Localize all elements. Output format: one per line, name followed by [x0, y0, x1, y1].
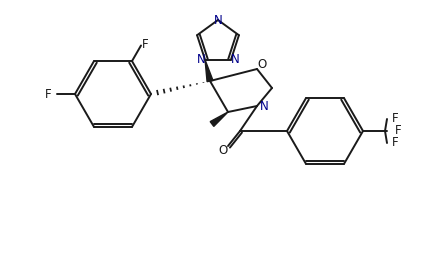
Text: O: O [257, 59, 267, 72]
Text: F: F [392, 136, 399, 149]
Polygon shape [210, 112, 228, 126]
Text: O: O [218, 144, 228, 158]
Polygon shape [205, 60, 213, 82]
Text: F: F [395, 125, 402, 138]
Text: F: F [142, 38, 149, 51]
Text: N: N [213, 13, 223, 26]
Text: F: F [45, 87, 52, 101]
Text: N: N [230, 53, 239, 66]
Text: F: F [392, 112, 399, 125]
Text: N: N [260, 100, 268, 112]
Text: N: N [197, 53, 205, 66]
